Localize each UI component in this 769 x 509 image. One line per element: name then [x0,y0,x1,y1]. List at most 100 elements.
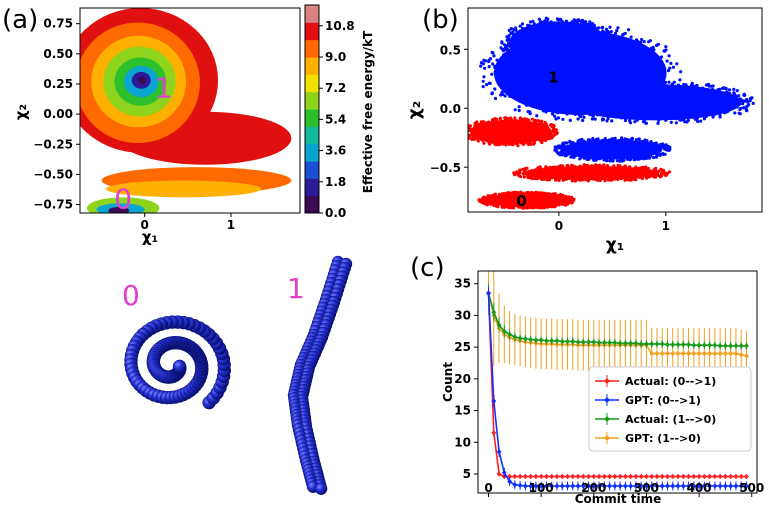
data-marker [738,343,744,349]
scatter-point [593,117,597,121]
data-marker [744,473,749,480]
scatter-point [727,88,732,92]
panel-c-ytick-label: 15 [454,404,471,418]
scatter-cloud-state-1 [499,16,618,70]
legend-marker [604,416,610,422]
data-marker [628,473,634,480]
colorbar-tick-label: 10.8 [325,19,355,33]
scatter-point [612,40,616,44]
data-marker [659,473,665,480]
scatter-point [530,117,535,121]
data-marker [496,322,502,328]
data-marker [707,342,713,349]
scatter-point [737,94,741,98]
data-marker [554,337,560,344]
data-marker [512,481,518,488]
scatter-point [615,29,619,33]
scatter-point [608,159,612,163]
scatter-point [482,195,486,199]
scatter-point [481,85,485,89]
legend-box [588,366,752,452]
scatter-point [536,119,540,123]
data-marker [649,473,655,480]
data-marker [723,483,728,489]
scatter-point [630,81,635,85]
data-marker [533,483,539,489]
scatter-point [659,168,663,172]
data-marker [659,341,665,347]
data-marker [517,335,523,342]
colorbar-segment [305,22,319,41]
scatter-point [610,52,614,56]
scatter-point [627,28,631,32]
scatter-point [521,60,525,64]
data-marker [538,337,544,343]
scatter-point [505,38,509,42]
scatter-point [487,81,491,85]
data-marker [670,350,676,357]
data-marker [744,483,749,489]
scatter-point [516,171,520,175]
scatter-point [623,137,627,141]
scatter-point [513,108,517,112]
panel-a-ytick-label: 0.25 [43,77,73,91]
panel-b-state-label: 0 [516,192,526,210]
data-marker [570,338,576,345]
scatter-point [554,132,559,136]
scatter-point [483,66,487,70]
spiral-polymer-structure [124,315,232,410]
panel-a-regions [80,8,292,213]
scatter-point [537,17,542,21]
scatter-point [603,136,607,141]
scatter-point [739,106,743,110]
scatter-point [503,43,507,47]
scatter-point [485,83,489,87]
data-marker [675,341,681,348]
scatter-point [543,19,547,23]
data-marker [665,483,670,489]
scatter-point [608,25,612,29]
colorbar-tick-label: 3.6 [325,144,346,158]
data-marker [654,350,660,357]
data-marker [665,473,670,480]
panel-a-state-label: 0 [114,183,132,216]
data-marker [622,483,628,489]
scatter-point [530,177,535,181]
scatter-point [711,115,715,119]
structure-1-label: 1 [287,272,305,305]
scatter-point [526,175,530,180]
panel-c-frame [477,270,758,494]
panel-a-ytick-label: −0.50 [33,167,73,181]
data-marker [512,473,518,480]
scatter-point [573,19,577,23]
panel-c-xtick-label: 300 [634,481,659,495]
scatter-point [476,139,480,143]
panel-c-line-chart: 0 100 200 300 400 500 5 10 15 20 25 30 35 Commit tim… [441,270,764,506]
scatter-point [503,94,507,98]
data-marker [596,473,602,480]
series-0 [486,286,749,480]
data-marker [738,473,744,480]
data-marker [675,483,681,489]
data-marker [617,483,623,489]
scatter-cloud-core [522,166,660,181]
panel-b-scatter: 0 1−0.50.00.5 10 χ₁ χ₂ [405,7,763,255]
panel-b-ticks: 0 1 −0.5 0.0 0.5 [430,43,670,233]
scatter-point [642,157,646,161]
data-marker [570,483,576,489]
scatter-point [505,35,509,39]
scatter-point [564,104,568,108]
scatter-point [560,107,565,111]
scatter-point [644,165,648,169]
scatter-point [484,202,488,206]
scatter-point [652,155,656,160]
scatter-point [605,119,609,123]
scatter-point [560,164,565,168]
scatter-point [587,87,591,91]
scatter-point [561,117,565,121]
scatter-point [611,159,615,163]
panel-b-state-label: 1 [548,68,558,86]
scatter-point [743,99,747,103]
scatter-point [468,136,471,140]
scatter-point [566,164,570,168]
